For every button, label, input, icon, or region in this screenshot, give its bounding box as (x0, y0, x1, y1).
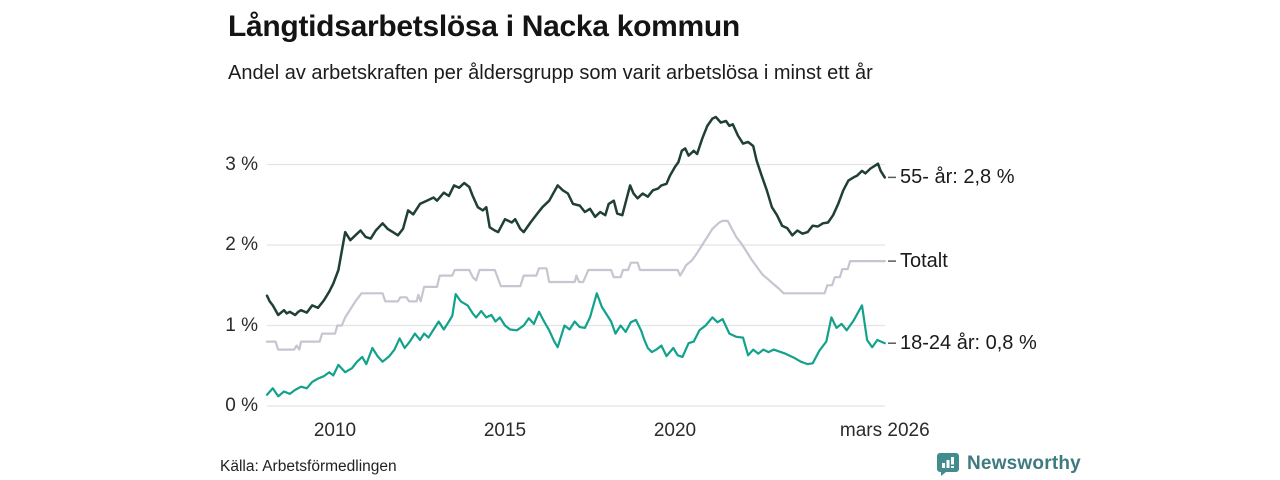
chart-title: Långtidsarbetslösa i Nacka kommun (228, 10, 740, 43)
series-line-totalt (265, 219, 886, 351)
y-axis-tick-label: 2 % (225, 234, 258, 255)
series-line-18-24-r (265, 292, 886, 398)
chart-subtitle: Andel av arbetskraften per åldersgrupp s… (228, 62, 873, 84)
newsworthy-bubble-chart-icon (937, 453, 959, 476)
gridlines (267, 163, 885, 407)
legend-label-55-ar: 55- år: 2,8 % (900, 166, 1015, 189)
x-axis-tick-label: 2015 (483, 420, 527, 441)
y-axis-tick-label: 3 % (225, 153, 258, 175)
y-axis-tick-label: 1 % (225, 314, 258, 336)
y-axis-tick-label: 0 % (225, 395, 258, 416)
x-axis-tick-label: 2020 (653, 420, 697, 441)
source-note: Källa: Arbetsförmedlingen (220, 458, 397, 475)
x-axis-tick-label: mars 2026 (839, 420, 930, 441)
series-lines (265, 115, 887, 398)
newsworthy-logo: Newsworthy (936, 452, 1081, 476)
legend-label-totalt: Totalt (900, 250, 948, 273)
series-line-55-r (265, 115, 887, 317)
x-axis-tick-label: 2010 (313, 420, 357, 441)
legend-connector-dashes (888, 176, 896, 344)
legend-label-18-24-ar: 18-24 år: 0,8 % (900, 332, 1037, 355)
newsworthy-wordmark: Newsworthy (967, 453, 1081, 474)
